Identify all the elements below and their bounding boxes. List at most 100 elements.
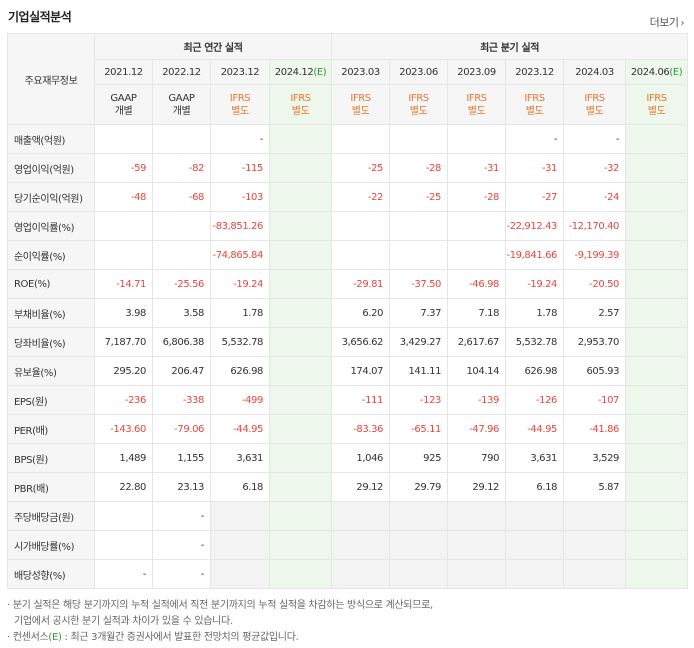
table-cell <box>331 530 391 560</box>
table-cell: 6,806.38 <box>152 327 211 357</box>
table-cell <box>152 240 211 270</box>
table-cell <box>625 153 689 183</box>
table-cell <box>389 501 449 531</box>
accounting-standard-header: IFRS 별도 <box>389 84 449 125</box>
table-cell <box>447 124 507 154</box>
table-cell: 3,631 <box>210 443 270 473</box>
table-cell: - <box>152 530 211 560</box>
row-label: PER(배) <box>7 414 95 444</box>
table-cell: 6.18 <box>210 472 270 502</box>
table-cell: -103 <box>210 182 270 212</box>
table-cell <box>268 414 333 444</box>
table-cell: 7,187.70 <box>94 327 153 357</box>
table-cell: 1.78 <box>210 298 270 328</box>
table-row: 당좌비율(%) 7,187.70 6,806.38 5,532.78 3,656.62 3… <box>7 327 689 357</box>
table-row: 배당성향(%) - - <box>7 559 689 589</box>
table-cell: -25.56 <box>152 269 211 299</box>
table-cell <box>389 559 449 589</box>
table-cell <box>625 501 689 531</box>
table-cell <box>94 124 153 154</box>
table-cell <box>94 211 153 241</box>
table-cell <box>268 269 333 299</box>
table-cell <box>152 124 211 154</box>
table-cell: 206.47 <box>152 356 211 386</box>
table-cell: -139 <box>447 385 507 415</box>
chevron-right-icon: › <box>680 18 685 29</box>
table-cell: 5.87 <box>563 472 627 502</box>
accounting-standard-header: IFRS 별도 <box>505 84 565 125</box>
period-header: 2024.06(E) <box>625 59 689 85</box>
row-label: 배당성향(%) <box>7 559 95 589</box>
table-cell: -236 <box>94 385 153 415</box>
more-link[interactable]: 더보기 › <box>649 14 685 30</box>
table-cell: - <box>210 124 270 154</box>
table-cell: 295.20 <box>94 356 153 386</box>
period-header: 2024.03 <box>563 59 627 85</box>
period-header: 2023.12 <box>210 59 270 85</box>
table-cell: 22.80 <box>94 472 153 502</box>
table-cell: 7.18 <box>447 298 507 328</box>
table-cell: 6.20 <box>331 298 391 328</box>
table-cell <box>447 530 507 560</box>
table-cell: 790 <box>447 443 507 473</box>
table-cell <box>505 501 565 531</box>
table-cell: 1,046 <box>331 443 391 473</box>
table-cell: -20.50 <box>563 269 627 299</box>
accounting-standard-header: IFRS 별도 <box>563 84 627 125</box>
table-cell <box>152 211 211 241</box>
table-cell: 3,631 <box>505 443 565 473</box>
table-cell <box>268 443 333 473</box>
financial-table: 주요재무정보 최근 연간 실적 최근 분기 실적 2021.12 2022.12 2… <box>7 33 689 589</box>
table-row: ROE(%) -14.71 -25.56 -19.24 -29.81 -37.50 -46.… <box>7 269 689 299</box>
accounting-standard-header: IFRS 별도 <box>210 84 270 125</box>
table-cell: 29.79 <box>389 472 449 502</box>
table-cell: -65.11 <box>389 414 449 444</box>
table-cell: -499 <box>210 385 270 415</box>
row-label: 유보율(%) <box>7 356 95 386</box>
table-cell <box>625 124 689 154</box>
table-cell: -83,851.26 <box>210 211 270 241</box>
table-row: BPS(원) 1,489 1,155 3,631 1,046 925 790 3,631 3,5… <box>7 443 689 473</box>
estimate-mark: (E) <box>313 66 327 78</box>
accounting-standard-header: IFRS 별도 <box>625 84 689 125</box>
table-cell: 925 <box>389 443 449 473</box>
more-label[interactable]: 더보기 <box>649 16 679 29</box>
table-cell: -82 <box>152 153 211 183</box>
period-header: 2023.09 <box>447 59 507 85</box>
table-cell: -126 <box>505 385 565 415</box>
table-cell <box>268 153 333 183</box>
table-cell: -25 <box>331 153 391 183</box>
table-cell <box>447 211 507 241</box>
table-row: 시가배당률(%) - <box>7 530 689 560</box>
table-cell: -28 <box>447 182 507 212</box>
table-cell: 3.58 <box>152 298 211 328</box>
table-cell: 104.14 <box>447 356 507 386</box>
table-cell: -41.86 <box>563 414 627 444</box>
table-cell: 5,532.78 <box>210 327 270 357</box>
table-cell <box>268 501 333 531</box>
table-cell: 3,656.62 <box>331 327 391 357</box>
table-cell: -37.50 <box>389 269 449 299</box>
table-cell <box>268 356 333 386</box>
table-cell <box>268 240 333 270</box>
table-cell: -24 <box>563 182 627 212</box>
table-row: PBR(배) 22.80 23.13 6.18 29.12 29.79 29.12 6.18 5… <box>7 472 689 502</box>
table-cell: 605.93 <box>563 356 627 386</box>
table-cell: -32 <box>563 153 627 183</box>
table-cell: 5,532.78 <box>505 327 565 357</box>
table-cell: - <box>94 559 153 589</box>
table-cell: -338 <box>152 385 211 415</box>
table-cell: 174.07 <box>331 356 391 386</box>
footnotes: · 분기 실적은 해당 분기까지의 누적 실적에서 직전 분기까지의 누적 실적… <box>7 598 433 646</box>
table-row: PER(배) -143.60 -79.06 -44.95 -83.36 -65.11 -47… <box>7 414 689 444</box>
table-cell: - <box>152 501 211 531</box>
table-cell: -46.98 <box>447 269 507 299</box>
table-cell <box>268 211 333 241</box>
period-header: 2023.03 <box>331 59 391 85</box>
table-cell <box>625 443 689 473</box>
footnote-1b: 기업에서 공시한 분기 실적과 차이가 있을 수 있습니다. <box>14 616 233 627</box>
row-label: BPS(원) <box>7 443 95 473</box>
footnote-2: · 컨센서스(E) : 최근 3개월간 증권사에서 발표한 전망치의 평균값입니… <box>7 632 299 643</box>
table-cell <box>447 501 507 531</box>
table-cell: 3,529 <box>563 443 627 473</box>
